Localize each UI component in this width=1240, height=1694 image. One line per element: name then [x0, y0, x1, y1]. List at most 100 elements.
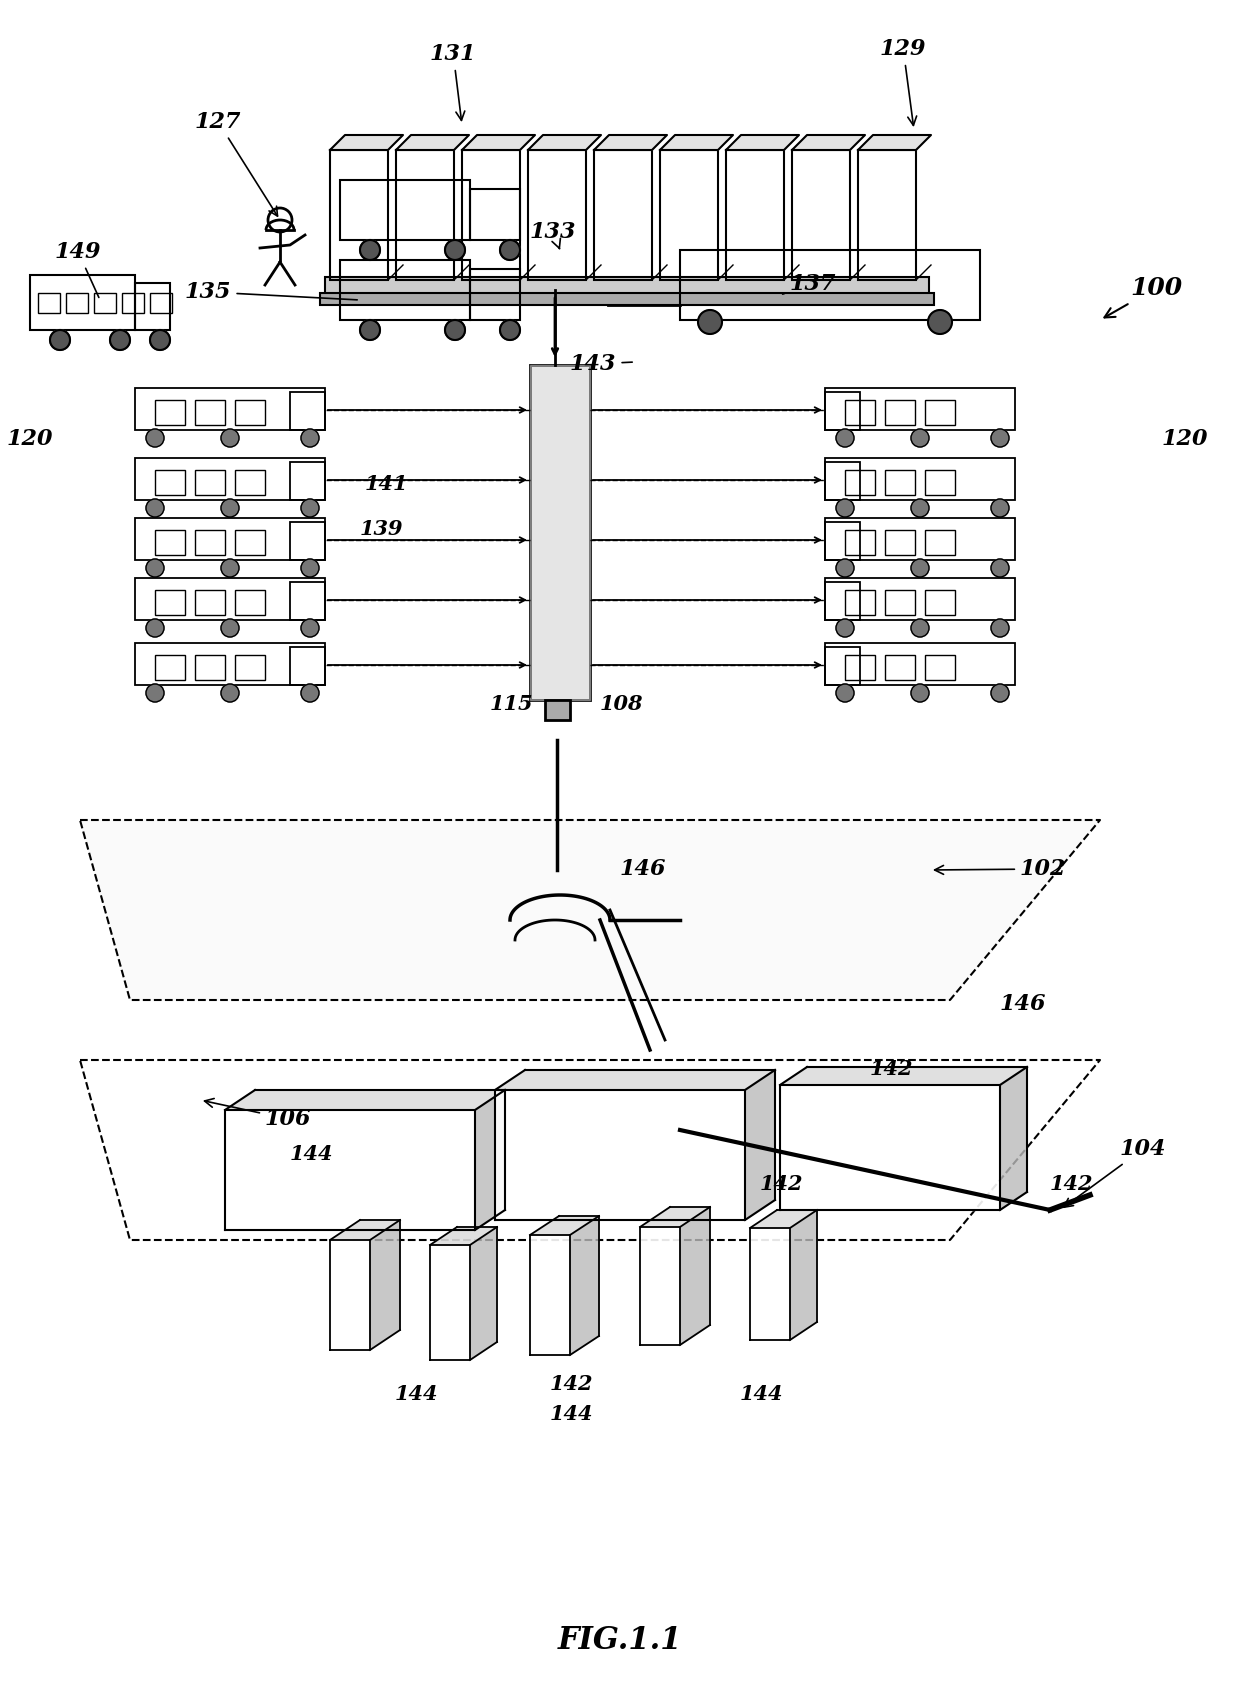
- Bar: [195, 469, 224, 495]
- Circle shape: [836, 500, 854, 517]
- Bar: [844, 469, 875, 495]
- Bar: [885, 656, 915, 679]
- Circle shape: [500, 320, 520, 340]
- Circle shape: [221, 559, 239, 578]
- Circle shape: [221, 429, 239, 447]
- Circle shape: [110, 330, 130, 351]
- Text: 137: 137: [782, 273, 837, 295]
- Bar: [135, 283, 170, 330]
- Polygon shape: [858, 136, 931, 151]
- Polygon shape: [792, 136, 866, 151]
- Circle shape: [146, 559, 164, 578]
- Text: 142: 142: [870, 1059, 914, 1079]
- Text: 106: 106: [205, 1098, 311, 1130]
- Bar: [236, 590, 265, 615]
- Circle shape: [146, 618, 164, 637]
- Polygon shape: [529, 1235, 570, 1355]
- Circle shape: [146, 429, 164, 447]
- Text: 142: 142: [760, 1174, 804, 1194]
- Text: 141: 141: [365, 474, 408, 495]
- Bar: [825, 522, 861, 561]
- Circle shape: [911, 500, 929, 517]
- Polygon shape: [224, 1110, 475, 1230]
- Text: 120: 120: [1162, 429, 1208, 451]
- Circle shape: [221, 500, 239, 517]
- Bar: [195, 530, 224, 556]
- Bar: [529, 364, 590, 700]
- Bar: [290, 583, 325, 620]
- Text: 144: 144: [290, 1143, 334, 1164]
- Text: 129: 129: [880, 37, 926, 125]
- Circle shape: [836, 618, 854, 637]
- Circle shape: [146, 500, 164, 517]
- Bar: [885, 530, 915, 556]
- Circle shape: [301, 429, 319, 447]
- Polygon shape: [790, 1210, 817, 1340]
- Bar: [825, 393, 861, 430]
- Bar: [135, 644, 325, 684]
- Circle shape: [836, 559, 854, 578]
- Text: 142: 142: [551, 1374, 594, 1394]
- Polygon shape: [725, 136, 799, 151]
- Polygon shape: [594, 136, 667, 151]
- Polygon shape: [750, 1228, 790, 1340]
- Text: 143: 143: [570, 352, 632, 374]
- Bar: [236, 530, 265, 556]
- Bar: [155, 656, 185, 679]
- Bar: [825, 388, 1016, 430]
- Polygon shape: [495, 1089, 745, 1220]
- Bar: [94, 293, 117, 313]
- Bar: [135, 457, 325, 500]
- Bar: [925, 530, 955, 556]
- Bar: [325, 278, 929, 295]
- Bar: [725, 151, 784, 280]
- Polygon shape: [529, 364, 590, 700]
- Polygon shape: [999, 1067, 1027, 1210]
- Bar: [330, 151, 388, 280]
- Text: 144: 144: [396, 1384, 439, 1404]
- Circle shape: [301, 500, 319, 517]
- Text: 104: 104: [1064, 1138, 1167, 1208]
- Bar: [135, 388, 325, 430]
- Bar: [38, 293, 60, 313]
- Bar: [925, 590, 955, 615]
- Text: 100: 100: [1105, 276, 1182, 317]
- Bar: [463, 151, 520, 280]
- Polygon shape: [330, 136, 403, 151]
- Text: 149: 149: [55, 241, 102, 298]
- Bar: [320, 293, 934, 305]
- Bar: [290, 462, 325, 500]
- Polygon shape: [745, 1071, 775, 1220]
- Bar: [825, 518, 1016, 561]
- Text: 127: 127: [195, 112, 278, 217]
- Bar: [660, 151, 718, 280]
- Bar: [546, 700, 570, 720]
- Circle shape: [500, 241, 520, 259]
- Bar: [825, 644, 1016, 684]
- Bar: [155, 530, 185, 556]
- Polygon shape: [495, 1071, 775, 1089]
- Polygon shape: [430, 1226, 497, 1245]
- Polygon shape: [463, 136, 534, 151]
- Text: 144: 144: [551, 1404, 594, 1425]
- Polygon shape: [750, 1210, 817, 1228]
- Polygon shape: [430, 1245, 470, 1360]
- Circle shape: [221, 618, 239, 637]
- Circle shape: [836, 684, 854, 701]
- Circle shape: [150, 330, 170, 351]
- Bar: [844, 530, 875, 556]
- Bar: [150, 293, 172, 313]
- Bar: [236, 400, 265, 425]
- Circle shape: [301, 559, 319, 578]
- Bar: [680, 251, 980, 320]
- Polygon shape: [330, 1220, 401, 1240]
- Bar: [155, 469, 185, 495]
- Circle shape: [836, 429, 854, 447]
- Polygon shape: [660, 136, 733, 151]
- Bar: [135, 578, 325, 620]
- Polygon shape: [330, 1240, 370, 1350]
- Bar: [925, 656, 955, 679]
- Polygon shape: [680, 1208, 711, 1345]
- Bar: [155, 590, 185, 615]
- Bar: [195, 590, 224, 615]
